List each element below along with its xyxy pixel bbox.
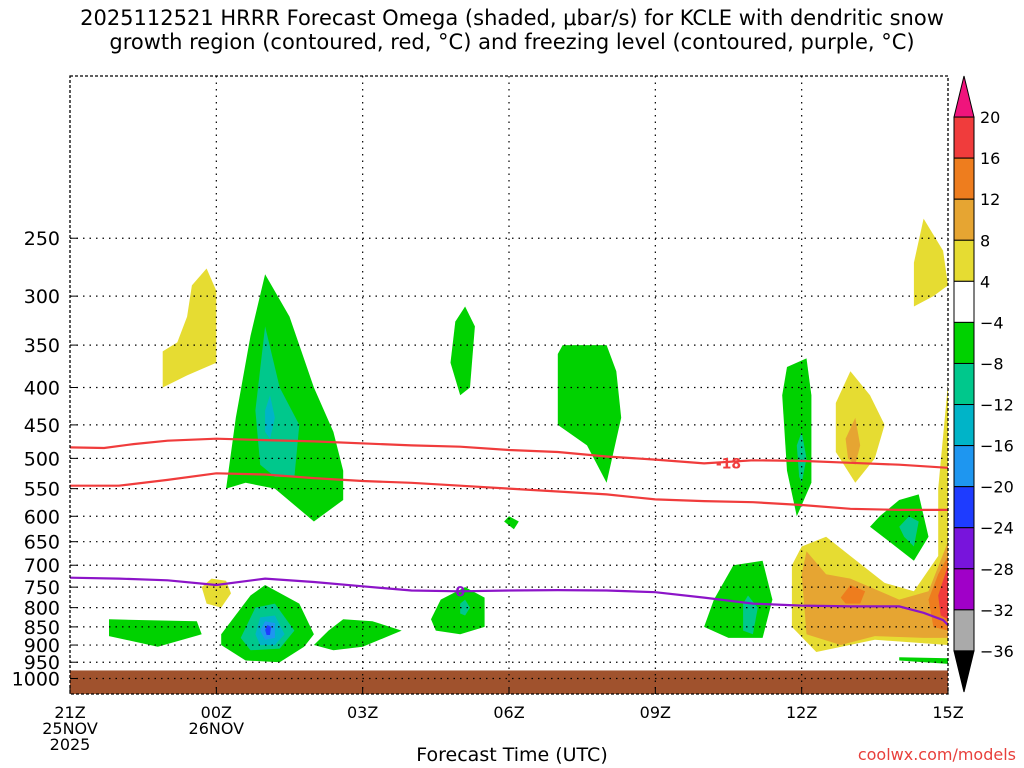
colorbar-swatch — [953, 321, 975, 364]
y-tick-label: 900 — [24, 635, 60, 657]
omega-region — [201, 578, 231, 608]
y-tick-label: 500 — [24, 448, 60, 470]
colorbar-label: −16 — [980, 437, 1014, 456]
ground-below-surface — [70, 670, 948, 694]
colorbar-label: −28 — [980, 560, 1014, 579]
y-tick-label: 950 — [24, 652, 60, 674]
omega-region — [870, 494, 929, 561]
contour-label: -18 — [716, 456, 741, 472]
y-tick-label: 250 — [24, 228, 60, 250]
colorbar-label: −24 — [980, 519, 1014, 538]
x-axis-label: Forecast Time (UTC) — [416, 744, 608, 766]
x-tick-label: 25NOV — [42, 719, 98, 738]
y-tick-label: 300 — [24, 286, 60, 308]
colorbar-swatch — [953, 362, 975, 406]
colorbar-label: −36 — [980, 642, 1014, 661]
colorbar-label: 20 — [980, 108, 1000, 127]
y-tick-label: 600 — [24, 506, 60, 528]
colorbar-label: −8 — [980, 354, 1004, 373]
colorbar-swatch — [953, 568, 975, 611]
omega-region — [796, 431, 807, 483]
colorbar-label: 4 — [980, 272, 990, 291]
colorbar-label: −20 — [980, 478, 1014, 497]
colorbar-swatch — [953, 609, 975, 652]
y-tick-label: 1000 — [12, 669, 60, 691]
omega-region — [743, 595, 758, 635]
y-tick-label: 400 — [24, 378, 60, 400]
colorbar-swatch — [953, 198, 975, 241]
x-tick-label: 12Z — [786, 703, 817, 722]
y-tick-label: 800 — [24, 598, 60, 620]
dendritic-contour-line — [70, 437, 948, 469]
chart-title: 2025112521 HRRR Forecast Omega (shaded, … — [0, 6, 1024, 54]
y-tick-label: 350 — [24, 335, 60, 357]
y-tick-label: 550 — [24, 479, 60, 501]
omega-region — [913, 218, 948, 307]
omega-region — [313, 619, 402, 651]
omega-region — [162, 268, 217, 388]
omega-region — [845, 417, 861, 465]
x-tick-label: 15Z — [932, 703, 963, 722]
contour-label: 0 — [455, 584, 465, 600]
y-tick-label: 450 — [24, 415, 60, 437]
colorbar-swatch — [953, 404, 975, 447]
y-tick-label: 750 — [24, 577, 60, 599]
y-tick-label: 700 — [24, 555, 60, 577]
colorbar-label: −12 — [980, 396, 1014, 415]
omega-region — [557, 345, 622, 483]
colorbar-label: 12 — [980, 190, 1000, 209]
dendritic-contour-line — [70, 472, 948, 511]
colorbar-label: 8 — [980, 231, 990, 250]
omega-region — [899, 516, 919, 547]
y-tick-label: 650 — [24, 532, 60, 554]
omega-region — [265, 625, 271, 635]
x-tick-label: 09Z — [640, 703, 671, 722]
title-line-2: growth region (contoured, red, °C) and f… — [109, 30, 915, 54]
omega-region — [460, 599, 470, 616]
title-line-1: 2025112521 HRRR Forecast Omega (shaded, … — [80, 6, 944, 30]
omega-region — [431, 587, 485, 635]
x-tick-label: 03Z — [347, 703, 378, 722]
omega-region — [840, 585, 866, 604]
x-tick-label: 00Z — [201, 703, 232, 722]
omega-region — [504, 516, 519, 530]
x-tick-label: 2025 — [50, 735, 91, 754]
colorbar-label: −4 — [980, 313, 1004, 332]
colorbar-swatch — [953, 239, 975, 282]
x-tick-label: 26NOV — [189, 719, 245, 738]
colorbar-swatch — [953, 75, 975, 118]
colorbar-swatch — [953, 486, 975, 529]
colorbar-swatch — [953, 280, 975, 323]
site-credit[interactable]: coolwx.com/models — [857, 745, 1016, 764]
x-tick-label: 06Z — [493, 703, 524, 722]
colorbar-label: −32 — [980, 601, 1014, 620]
freezing-level-line — [70, 576, 948, 626]
omega-region — [450, 306, 475, 396]
y-tick-label: 850 — [24, 617, 60, 639]
colorbar-swatch — [953, 116, 975, 159]
colorbar-swatch — [953, 445, 975, 488]
omega-region — [109, 619, 202, 647]
omega-region — [801, 541, 948, 645]
omega-region — [899, 657, 948, 664]
omega-region — [938, 565, 948, 620]
omega-region — [265, 395, 275, 439]
colorbar-swatch — [953, 527, 975, 570]
colorbar-swatch — [953, 157, 975, 200]
colorbar-swatch — [953, 650, 975, 693]
colorbar-label: 16 — [980, 149, 1000, 168]
omega-region — [782, 358, 812, 517]
x-tick-label: 21Z — [54, 703, 85, 722]
